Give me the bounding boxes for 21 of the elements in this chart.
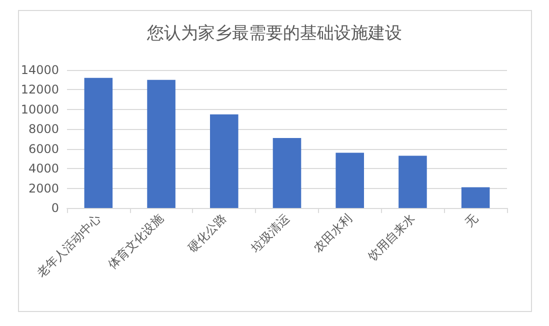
- y-tick-label: 12000: [20, 82, 59, 97]
- bar: [147, 80, 176, 208]
- bar: [398, 156, 427, 208]
- y-tick-label: 14000: [20, 63, 59, 77]
- bar: [210, 114, 238, 208]
- chart-title: 您认为家乡最需要的基础设施建设: [146, 24, 402, 44]
- y-tick-label: 4000: [28, 162, 59, 176]
- y-tick-label: 8000: [28, 122, 59, 136]
- y-tick-label: 10000: [20, 102, 59, 116]
- x-tick-label: 体育文化设施: [105, 211, 166, 272]
- x-tick-label: 无: [462, 211, 481, 230]
- x-tick-label: 硬化公路: [185, 211, 230, 255]
- x-tick-label: 饮用自来水: [364, 211, 418, 264]
- y-tick-label: 2000: [28, 181, 59, 196]
- x-tick-label: 农田水利: [310, 211, 355, 255]
- x-tick-label: 垃圾清运: [247, 211, 292, 256]
- bar: [461, 187, 490, 208]
- bar: [336, 152, 364, 208]
- bar: [272, 138, 302, 208]
- bar: [84, 78, 113, 208]
- y-tick-label: 6000: [28, 142, 59, 156]
